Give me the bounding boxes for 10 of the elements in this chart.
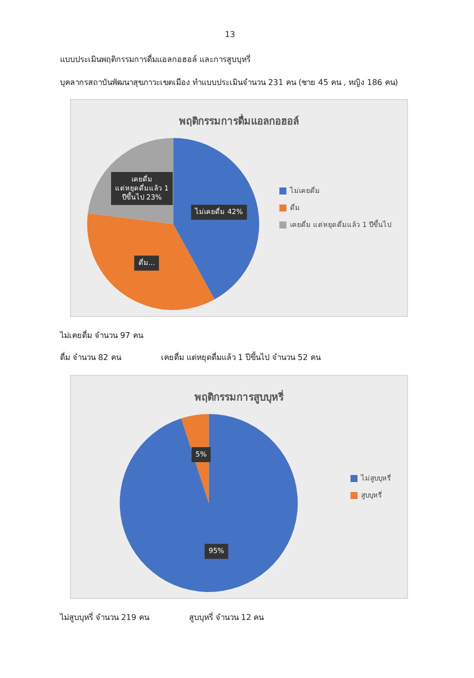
chart-title: พฤติกรรมการดื่มแอลกอฮอล์ xyxy=(179,114,299,128)
text: ไม่เคยดื่ม จำนวน 97 คน xyxy=(60,329,144,342)
text: สูบบุหรี่ จำนวน 12 คน xyxy=(188,611,264,624)
text: ดื่ม จำนวน 82 คน xyxy=(60,351,121,364)
text: ไม่สูบบุหรี่ จำนวน 219 คน xyxy=(60,611,149,624)
text: เคยดื่ม แต่หยุดดื่มแล้ว 1 ปีขึ้นไป จำนวน 52 คน xyxy=(160,351,320,364)
text: 13 xyxy=(224,30,236,39)
text: แบบประเมินพฤติกรรมการดื่มแอลกอฮอล์ และการสูบบุหรี่ xyxy=(60,53,252,66)
text: บุคลากรสถาบันพัฒนาสุขภาวะเขตเมือง ทำแบบประเมินจำนวน 231 คน (ชาย 45 คน , หญิง 186 คน) xyxy=(60,77,399,89)
chart-title: พฤติกรรมการสูบบุหรี่ xyxy=(194,390,284,405)
